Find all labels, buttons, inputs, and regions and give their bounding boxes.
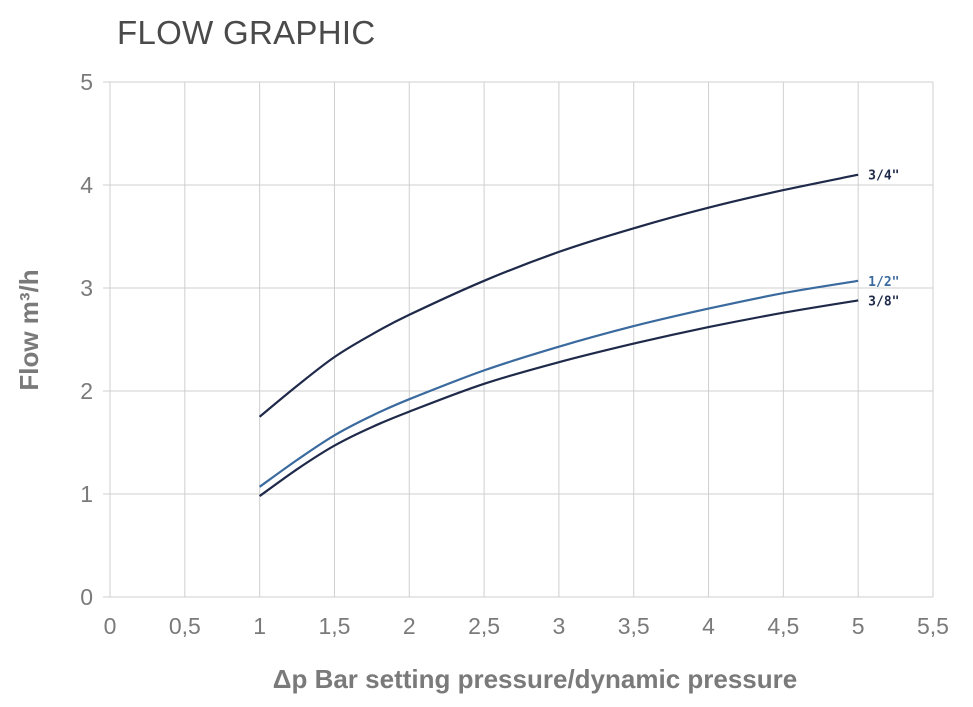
- y-tick-label: 5: [80, 69, 93, 95]
- series-label: 3/8": [868, 294, 899, 309]
- x-tick-label: 0: [104, 613, 117, 639]
- labels: 0 0,5 1 1,5 2 2,5 3 3,5 4 4,5 5 5,5 0 1 2 3 4 5 3/4" 1/2" 3/…: [14, 69, 949, 694]
- x-tick-label: 3,5: [618, 613, 650, 639]
- series-lines: [258, 173, 859, 497]
- y-axis-title: Flow m³/h: [14, 269, 44, 390]
- series-line: [258, 279, 859, 488]
- y-tick-label: 4: [80, 172, 93, 198]
- x-tick-label: 5,5: [917, 613, 949, 639]
- grid: [103, 81, 934, 598]
- x-tick-label: 0,5: [169, 613, 201, 639]
- x-tick-label: 5: [852, 613, 865, 639]
- x-tick-label: 3: [553, 613, 566, 639]
- series-line: [258, 299, 859, 497]
- x-tick-label: 1: [253, 613, 266, 639]
- x-tick-label: 4: [702, 613, 715, 639]
- series-label: 1/2": [868, 275, 899, 290]
- y-tick-label: 1: [80, 481, 93, 507]
- x-axis-title: Δp Bar setting pressure/dynamic pressure: [273, 664, 797, 694]
- series-line: [258, 173, 859, 418]
- y-tick-label: 0: [80, 584, 93, 610]
- y-tick-label: 3: [80, 275, 93, 301]
- chart-title: FLOW GRAPHIC: [117, 14, 376, 51]
- x-tick-label: 2,5: [468, 613, 500, 639]
- series-label: 3/4": [868, 169, 899, 184]
- x-tick-label: 1,5: [318, 613, 350, 639]
- x-tick-label: 4,5: [767, 613, 799, 639]
- x-tick-label: 2: [403, 613, 416, 639]
- y-tick-label: 2: [80, 378, 93, 404]
